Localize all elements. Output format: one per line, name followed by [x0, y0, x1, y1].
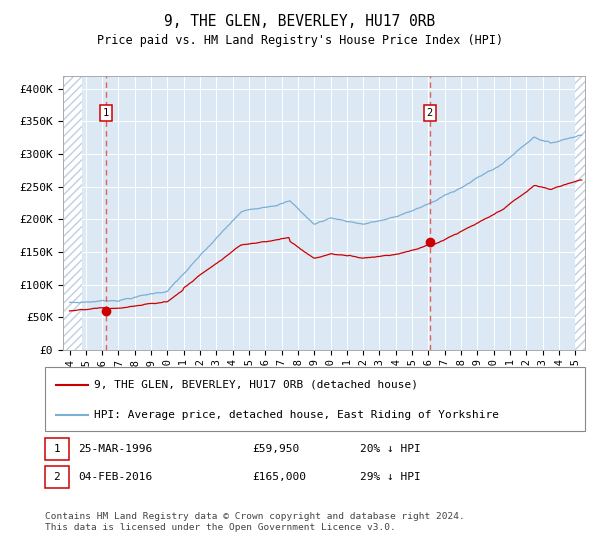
Text: £59,950: £59,950	[252, 444, 299, 454]
Text: 20% ↓ HPI: 20% ↓ HPI	[360, 444, 421, 454]
Text: 2: 2	[53, 472, 61, 482]
Text: 29% ↓ HPI: 29% ↓ HPI	[360, 472, 421, 482]
Text: Contains HM Land Registry data © Crown copyright and database right 2024.
This d: Contains HM Land Registry data © Crown c…	[45, 512, 465, 532]
Bar	[63, 76, 82, 350]
Text: Price paid vs. HM Land Registry's House Price Index (HPI): Price paid vs. HM Land Registry's House …	[97, 34, 503, 46]
Bar	[575, 76, 585, 350]
Text: HPI: Average price, detached house, East Riding of Yorkshire: HPI: Average price, detached house, East…	[94, 410, 499, 420]
Text: 1: 1	[103, 108, 109, 118]
Text: £165,000: £165,000	[252, 472, 306, 482]
Text: 25-MAR-1996: 25-MAR-1996	[78, 444, 152, 454]
Text: 04-FEB-2016: 04-FEB-2016	[78, 472, 152, 482]
Text: 2: 2	[427, 108, 433, 118]
Text: 9, THE GLEN, BEVERLEY, HU17 0RB: 9, THE GLEN, BEVERLEY, HU17 0RB	[164, 14, 436, 29]
Text: 1: 1	[53, 444, 61, 454]
Text: 9, THE GLEN, BEVERLEY, HU17 0RB (detached house): 9, THE GLEN, BEVERLEY, HU17 0RB (detache…	[94, 380, 418, 390]
